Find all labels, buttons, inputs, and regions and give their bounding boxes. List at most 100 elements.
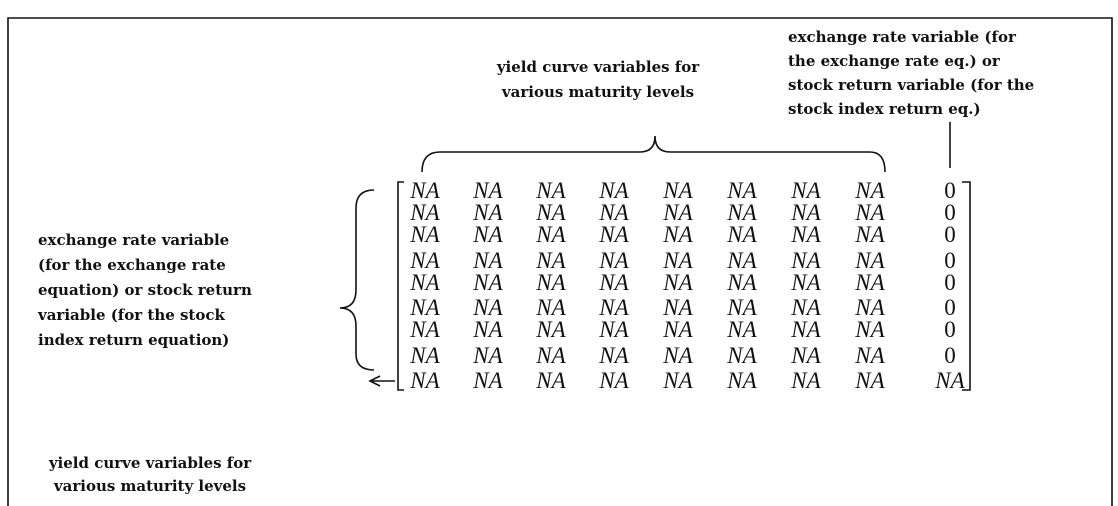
matrix-cell: 0 [944, 317, 956, 342]
label-line: stock index return eq.) [788, 100, 981, 118]
matrix-cell: NA [854, 317, 885, 342]
matrix-cell: NA [535, 295, 566, 320]
label-line: stock return variable (for the [788, 76, 1034, 94]
arrow [368, 375, 395, 387]
matrix-cell: NA [409, 222, 440, 247]
matrix-cell: NA [726, 222, 757, 247]
matrix-cell: NA [854, 343, 885, 368]
matrix-cell: NA [790, 368, 821, 393]
matrix-cell: NA [854, 248, 885, 273]
matrix-cell: NA [472, 317, 503, 342]
matrix-cell: NA [854, 368, 885, 393]
matrix-cell: NA [409, 178, 440, 203]
matrix-cell: NA [598, 178, 629, 203]
matrix-cell: NA [662, 222, 693, 247]
label-line: yield curve variables for [48, 454, 252, 472]
matrix-cell: NA [409, 248, 440, 273]
matrix-cell: NA [790, 295, 821, 320]
matrix-cell: 0 [944, 178, 956, 203]
matrix-cell: NA [409, 270, 440, 295]
matrix-cell: NA [662, 368, 693, 393]
matrix-cell: NA [662, 317, 693, 342]
matrix-cell: NA [662, 270, 693, 295]
matrix-cell: NA [409, 368, 440, 393]
matrix-cell: NA [535, 248, 566, 273]
matrix-cell: NA [662, 248, 693, 273]
label-line: yield curve variables for [496, 58, 700, 76]
label-line: exchange rate variable [38, 231, 229, 249]
right-bracket [962, 181, 971, 391]
matrix-cell: NA [598, 343, 629, 368]
matrix-cell: NA [535, 368, 566, 393]
matrix-cell: NA [535, 270, 566, 295]
matrix-cell: NA [726, 200, 757, 225]
matrix-cell: NA [472, 295, 503, 320]
matrix-cell: NA [598, 270, 629, 295]
matrix-cell: NA [790, 317, 821, 342]
matrix-cell: 0 [944, 248, 956, 273]
left-bracket [397, 181, 404, 391]
matrix-cell: NA [409, 343, 440, 368]
matrix-cell: NA [790, 343, 821, 368]
matrix-cell: 0 [944, 222, 956, 247]
matrix-cell: 0 [944, 270, 956, 295]
matrix-cell: NA [598, 222, 629, 247]
matrix-cell: NA [854, 222, 885, 247]
matrix-cell: NA [726, 178, 757, 203]
label-line: equation) or stock return [38, 281, 252, 299]
matrix-cell: NA [934, 368, 965, 393]
matrix-cell: NA [472, 343, 503, 368]
matrix-cell: NA [472, 270, 503, 295]
matrix-cell: 0 [944, 200, 956, 225]
matrix-cell: NA [409, 317, 440, 342]
matrix-cell: NA [598, 248, 629, 273]
matrix-cell: NA [726, 248, 757, 273]
label-line: index return equation) [38, 331, 229, 349]
matrix-cell: NA [662, 343, 693, 368]
matrix-cell: NA [854, 270, 885, 295]
matrix-cell: NA [726, 368, 757, 393]
matrix-cell: NA [726, 343, 757, 368]
matrix-cell: 0 [944, 343, 956, 368]
matrix-cell: NA [535, 317, 566, 342]
matrix-cell: NA [472, 248, 503, 273]
top-brace [421, 135, 886, 173]
matrix-cell: NA [790, 270, 821, 295]
label-line: (for the exchange rate [38, 256, 226, 274]
matrix-cell: NA [598, 200, 629, 225]
frame [7, 17, 1113, 506]
label-line: exchange rate variable (for [788, 28, 1017, 46]
matrix-cell: NA [726, 295, 757, 320]
label-line: variable (for the stock [37, 306, 225, 324]
matrix-cell: NA [854, 200, 885, 225]
matrix-cell: NA [472, 368, 503, 393]
matrix-cell: NA [409, 295, 440, 320]
matrix-cell: NA [472, 178, 503, 203]
matrix-cell: NA [854, 178, 885, 203]
matrix-cell: NA [726, 270, 757, 295]
label-line: various maturity levels [501, 83, 694, 101]
matrix-cell: NA [790, 178, 821, 203]
matrix-cell: NA [598, 317, 629, 342]
matrix-cell: NA [598, 368, 629, 393]
label-line: the exchange rate eq.) or [788, 52, 1001, 70]
matrix-cell: NA [854, 295, 885, 320]
matrix-cell: NA [598, 295, 629, 320]
left-brace [339, 189, 375, 371]
matrix-cell: NA [662, 178, 693, 203]
matrix-cell: NA [535, 178, 566, 203]
matrix-cell: 0 [944, 295, 956, 320]
label-line: various maturity levels [53, 477, 246, 495]
matrix-cell: NA [662, 200, 693, 225]
matrix-cell: NA [472, 200, 503, 225]
matrix-cell: NA [726, 317, 757, 342]
matrix-cell: NA [790, 222, 821, 247]
matrix-cell: NA [472, 222, 503, 247]
matrix-cell: NA [535, 222, 566, 247]
matrix-cell: NA [409, 200, 440, 225]
matrix-cell: NA [790, 248, 821, 273]
matrix-cell: NA [535, 200, 566, 225]
matrix-cell: NA [662, 295, 693, 320]
matrix-cell: NA [790, 200, 821, 225]
